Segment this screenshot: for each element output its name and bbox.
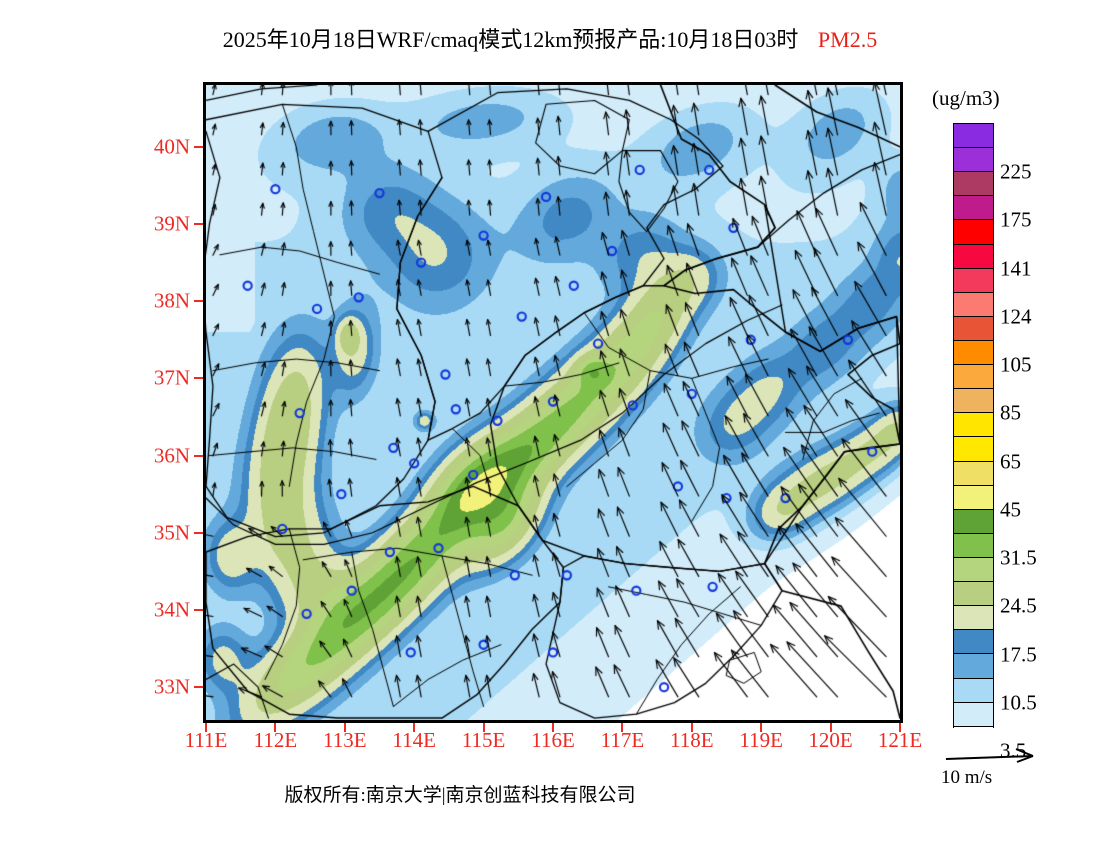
colorbar-tick-label: 141	[1000, 256, 1032, 281]
colorbar-cell[interactable]	[954, 606, 993, 631]
colorbar-cell[interactable]	[954, 485, 993, 510]
colorbar-cell[interactable]	[954, 124, 993, 149]
lat-tick	[194, 222, 203, 225]
lon-tick	[343, 723, 346, 732]
lon-tick	[621, 723, 624, 732]
lon-axis-label: 119E	[739, 728, 783, 752]
lon-axis-label: 121E	[877, 728, 923, 752]
colorbar-cell[interactable]	[954, 172, 993, 197]
colorbar-cell[interactable]	[954, 220, 993, 245]
lon-tick	[760, 723, 763, 732]
lat-axis-label: 33N	[153, 674, 190, 699]
lon-axis-label: 120E	[808, 728, 853, 752]
colorbar-tick-label: 10.5	[1000, 690, 1037, 715]
colorbar-cell[interactable]	[954, 292, 993, 317]
copyright-footer: 版权所有:南京大学|南京创蓝科技有限公司	[284, 785, 636, 806]
lon-tick	[552, 723, 554, 732]
colorbar-tick-label: 225	[1000, 159, 1032, 184]
colorbar-cell[interactable]	[954, 268, 993, 293]
colorbar-tick-label: 85	[1000, 400, 1021, 425]
colorbar-tick-label: 124	[1000, 304, 1032, 329]
lat-tick	[194, 377, 203, 380]
lat-tick	[194, 145, 203, 148]
colorbar-cell[interactable]	[954, 582, 993, 607]
wind-scale-legend: 10 m/s	[941, 745, 1091, 789]
lon-axis-label: 112E	[253, 728, 298, 752]
colorbar-cell[interactable]	[954, 654, 993, 679]
map-plot-area[interactable]	[203, 82, 903, 723]
colorbar-cell[interactable]	[954, 726, 993, 751]
lon-tick	[274, 723, 277, 732]
lon-axis-label: 118E	[670, 728, 714, 752]
lon-axis-label: 117E	[600, 728, 645, 752]
colorbar-cell[interactable]	[954, 437, 993, 462]
title-main-text: 2025年10月18日WRF/cmaq模式12km预报产品:10月18日03时	[222, 27, 799, 52]
lon-axis-label: 114E	[392, 728, 436, 752]
colorbar-cell[interactable]	[954, 196, 993, 221]
colorbar-cell[interactable]	[954, 461, 993, 486]
colorbar-cell[interactable]	[954, 244, 993, 269]
colorbar-cell[interactable]	[954, 533, 993, 558]
colorbar[interactable]	[953, 123, 994, 751]
colorbar-tick-label: 31.5	[1000, 545, 1037, 570]
arrow-right-icon	[945, 748, 1034, 763]
lon-axis-label: 113E	[323, 728, 367, 752]
colorbar-cell[interactable]	[954, 678, 993, 703]
lat-axis-label: 34N	[153, 597, 190, 622]
lat-axis-label: 37N	[153, 365, 190, 390]
colorbar-cell[interactable]	[954, 413, 993, 438]
colorbar-tick-label: 175	[1000, 207, 1032, 232]
lat-tick	[194, 300, 203, 303]
lat-axis-label: 39N	[153, 211, 190, 236]
lat-axis-label: 36N	[153, 443, 190, 468]
lon-tick	[829, 723, 832, 732]
colorbar-cell[interactable]	[954, 340, 993, 366]
lon-tick	[205, 723, 207, 732]
colorbar-tick-label: 65	[1000, 449, 1021, 474]
pm25-contour-canvas	[206, 85, 900, 720]
lon-tick	[482, 723, 485, 732]
colorbar-cell[interactable]	[954, 509, 993, 534]
lon-axis-label: 115E	[461, 728, 506, 752]
colorbar-cell[interactable]	[954, 389, 993, 414]
colorbar-cell[interactable]	[954, 630, 993, 655]
lon-axis-label: 116E	[531, 728, 575, 752]
colorbar-tick-label: 24.5	[1000, 593, 1037, 618]
wind-scale-label: 10 m/s	[941, 767, 993, 788]
lon-axis-label: 111E	[184, 728, 228, 752]
colorbar-cell[interactable]	[954, 365, 993, 390]
colorbar-cell[interactable]	[954, 702, 993, 727]
colorbar-cell[interactable]	[954, 557, 993, 583]
lat-tick	[194, 454, 203, 457]
title-species-label: PM2.5	[817, 27, 878, 52]
lat-tick	[194, 531, 203, 534]
lat-axis-label: 40N	[153, 134, 190, 159]
lon-tick	[413, 723, 416, 732]
lon-tick	[690, 723, 693, 732]
lon-tick	[899, 723, 901, 732]
lat-axis-label: 38N	[153, 288, 190, 313]
lat-axis-label: 35N	[153, 520, 190, 545]
colorbar-tick-label: 17.5	[1000, 642, 1037, 667]
colorbar-tick-label: 105	[1000, 352, 1032, 377]
colorbar-cell[interactable]	[954, 316, 993, 341]
lat-tick	[194, 608, 203, 611]
colorbar-unit-label: (ug/m3)	[932, 86, 1000, 110]
colorbar-cell[interactable]	[954, 148, 993, 173]
page-title: 2025年10月18日WRF/cmaq模式12km预报产品:10月18日03时 …	[0, 22, 1100, 54]
lat-tick	[194, 686, 203, 689]
colorbar-tick-label: 45	[1000, 497, 1021, 522]
